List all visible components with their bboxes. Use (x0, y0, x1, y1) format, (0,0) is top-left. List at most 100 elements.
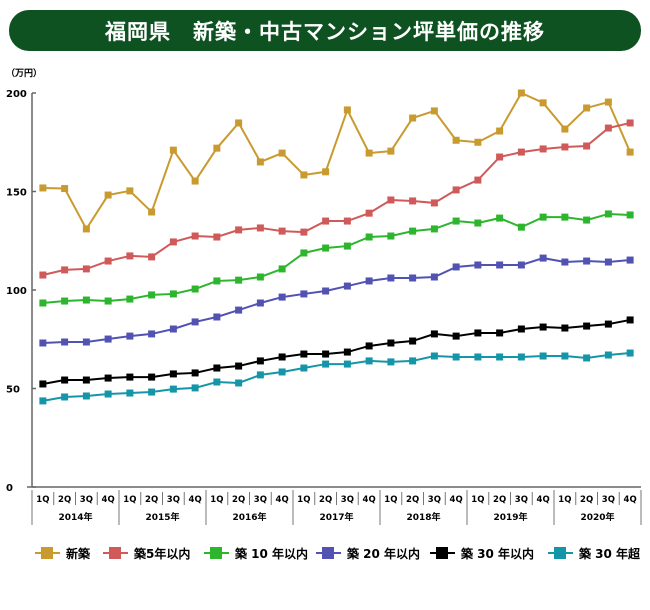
data-point-4 (104, 374, 112, 382)
data-point-5 (300, 364, 308, 372)
data-point-5 (82, 392, 90, 400)
x-tick-label-quarter: 1Q (384, 495, 397, 505)
data-point-4 (452, 332, 460, 340)
legend-label: 築 20 年以内 (346, 546, 420, 561)
data-point-5 (256, 371, 264, 379)
data-point-5 (343, 360, 351, 368)
data-point-0 (126, 187, 134, 195)
data-point-3 (517, 261, 525, 269)
data-point-4 (82, 376, 90, 384)
data-point-3 (365, 277, 373, 285)
data-point-4 (583, 322, 591, 330)
data-point-0 (322, 168, 330, 176)
data-point-1 (278, 227, 286, 235)
data-point-5 (583, 354, 591, 362)
data-point-2 (300, 249, 308, 257)
data-point-4 (539, 323, 547, 331)
data-point-0 (474, 138, 482, 146)
data-point-0 (583, 104, 591, 112)
data-point-1 (322, 217, 330, 225)
data-point-1 (61, 266, 69, 274)
legend-label: 築 30 年以内 (460, 546, 534, 561)
data-point-1 (39, 271, 47, 279)
data-point-2 (409, 227, 417, 235)
data-point-4 (61, 376, 69, 384)
data-point-5 (365, 357, 373, 365)
legend-label: 築 10 年以内 (234, 546, 308, 561)
data-point-2 (126, 295, 134, 303)
x-tick-label-quarter: 2Q (406, 495, 419, 505)
data-point-3 (604, 258, 612, 266)
data-point-0 (604, 98, 612, 106)
data-point-1 (300, 228, 308, 236)
y-tick-label: 100 (6, 286, 27, 297)
x-tick-label-quarter: 4Q (363, 495, 376, 505)
data-point-4 (256, 357, 264, 365)
data-point-2 (39, 299, 47, 307)
data-point-3 (61, 338, 69, 346)
data-point-5 (387, 358, 395, 366)
data-point-4 (169, 370, 177, 378)
series-line-0 (42, 91, 632, 231)
data-point-4 (148, 373, 156, 381)
data-point-1 (235, 226, 243, 234)
legend-label: 新築 (66, 546, 91, 561)
data-point-2 (365, 233, 373, 241)
legend-marker-icon (322, 547, 334, 559)
data-point-4 (213, 364, 221, 372)
data-point-1 (561, 143, 569, 151)
data-point-2 (387, 232, 395, 240)
data-point-3 (82, 338, 90, 346)
data-point-0 (278, 149, 286, 157)
data-point-3 (256, 299, 264, 307)
data-point-2 (496, 214, 504, 222)
data-point-4 (191, 369, 199, 377)
data-point-3 (409, 274, 417, 282)
data-point-0 (387, 147, 395, 155)
data-point-0 (430, 107, 438, 115)
x-tick-label-quarter: 2Q (145, 495, 158, 505)
data-point-3 (452, 263, 460, 271)
x-tick-label-year: 2020年 (580, 511, 614, 523)
data-point-5 (561, 352, 569, 360)
x-tick-label-year: 2015年 (145, 511, 179, 523)
data-point-1 (604, 124, 612, 132)
series-line-4 (42, 318, 631, 385)
data-point-1 (539, 145, 547, 153)
data-point-1 (256, 224, 264, 232)
data-point-5 (235, 379, 243, 387)
legend-marker-icon (210, 547, 222, 559)
data-point-0 (365, 149, 373, 157)
data-point-0 (169, 146, 177, 154)
data-point-3 (539, 254, 547, 262)
x-tick-label-quarter: 2Q (493, 495, 506, 505)
data-point-2 (169, 290, 177, 298)
data-point-3 (104, 335, 112, 343)
data-point-2 (148, 291, 156, 299)
data-point-3 (126, 332, 134, 340)
data-point-1 (517, 148, 525, 156)
legend-marker-icon (436, 547, 448, 559)
data-point-1 (387, 196, 395, 204)
x-tick-label-quarter: 3Q (602, 495, 615, 505)
data-point-5 (322, 360, 330, 368)
data-point-2 (561, 213, 569, 221)
data-point-2 (452, 217, 460, 225)
data-point-4 (387, 339, 395, 347)
data-point-5 (474, 353, 482, 361)
data-point-2 (104, 297, 112, 305)
x-tick-label-quarter: 1Q (210, 495, 223, 505)
data-point-4 (322, 350, 330, 358)
data-point-2 (343, 242, 351, 250)
data-point-3 (387, 274, 395, 282)
data-point-0 (235, 119, 243, 127)
x-tick-label-quarter: 1Q (36, 495, 49, 505)
data-point-1 (583, 142, 591, 150)
data-point-2 (430, 225, 438, 233)
data-point-0 (82, 225, 90, 233)
x-tick-label-quarter: 4Q (189, 495, 202, 505)
data-point-5 (626, 349, 634, 357)
data-point-4 (626, 316, 634, 324)
data-point-5 (604, 351, 612, 359)
